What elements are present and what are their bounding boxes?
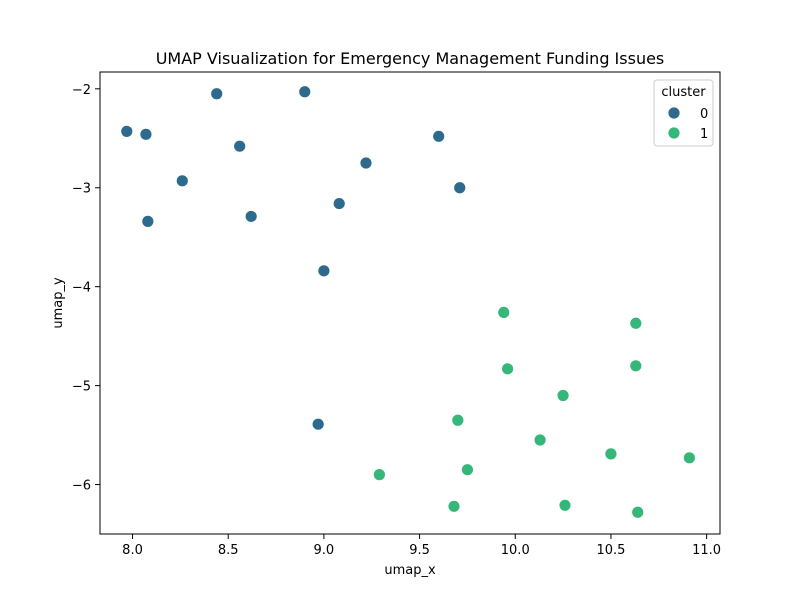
y-axis: −2 −3 −4 −5 −6 [72, 83, 100, 494]
scatter-point-cluster-0 [332, 197, 346, 210]
scatter-point-cluster-0 [210, 87, 224, 101]
legend-title: cluster [661, 85, 706, 100]
y-tick-label: −2 [72, 83, 91, 98]
chart-title: UMAP Visualization for Emergency Managem… [156, 49, 665, 68]
scatter-point-cluster-0 [298, 85, 312, 99]
x-tick-label: 9.5 [409, 543, 430, 558]
x-tick-label: 8.5 [218, 543, 239, 558]
scatter-point-cluster-1 [629, 316, 643, 330]
y-tick-label: −5 [72, 380, 91, 395]
scatter-point-cluster-0 [432, 129, 446, 143]
scatter-point-cluster-0 [359, 156, 373, 170]
x-tick-label: 9.0 [314, 543, 335, 558]
y-axis-label: umap_y [51, 277, 66, 329]
legend-label-1: 1 [700, 127, 708, 142]
scatter-point-cluster-0 [317, 264, 331, 278]
x-axis-label: umap_x [384, 563, 436, 578]
scatter-point-cluster-1 [682, 451, 696, 465]
legend-marker-1 [667, 126, 681, 140]
scatter-point-cluster-1 [604, 447, 618, 461]
scatter-point-cluster-0 [244, 210, 258, 223]
scatter-point-cluster-0 [175, 174, 189, 188]
y-tick-label: −3 [72, 182, 91, 197]
x-tick-label: 10.0 [501, 543, 530, 558]
scatter-point-cluster-0 [139, 127, 153, 141]
scatter-point-cluster-0 [453, 181, 467, 195]
y-tick-label: −4 [72, 281, 91, 296]
scatter-point-cluster-1 [461, 463, 474, 477]
scatter-point-cluster-1 [533, 433, 547, 447]
scatter-point-cluster-0 [141, 214, 155, 228]
scatter-point-cluster-1 [372, 468, 386, 482]
x-tick-label: 8.0 [122, 543, 143, 558]
x-tick-label: 11.0 [692, 543, 721, 558]
scatter-point-cluster-1 [631, 505, 645, 519]
scatter-point-cluster-0 [120, 124, 134, 138]
scatter-point-cluster-0 [233, 139, 247, 153]
legend-label-0: 0 [700, 107, 708, 122]
scatter-point-cluster-1 [629, 359, 643, 373]
legend-marker-0 [667, 106, 681, 120]
scatter-point-cluster-1 [497, 305, 511, 319]
scatter-point-cluster-1 [558, 498, 572, 512]
x-tick-label: 10.5 [596, 543, 625, 558]
x-axis: 8.0 8.5 9.0 9.5 10.0 10.5 11.0 [122, 534, 721, 558]
y-tick-label: −6 [72, 479, 91, 494]
points-layer [120, 85, 696, 519]
scatter-point-cluster-1 [501, 362, 514, 376]
plot-frame [99, 71, 721, 535]
scatter-point-cluster-1 [451, 413, 465, 427]
scatter-point-cluster-1 [447, 499, 461, 513]
scatter-point-cluster-0 [311, 417, 325, 431]
legend: cluster 0 1 [653, 79, 714, 147]
scatter-point-cluster-1 [556, 389, 570, 402]
